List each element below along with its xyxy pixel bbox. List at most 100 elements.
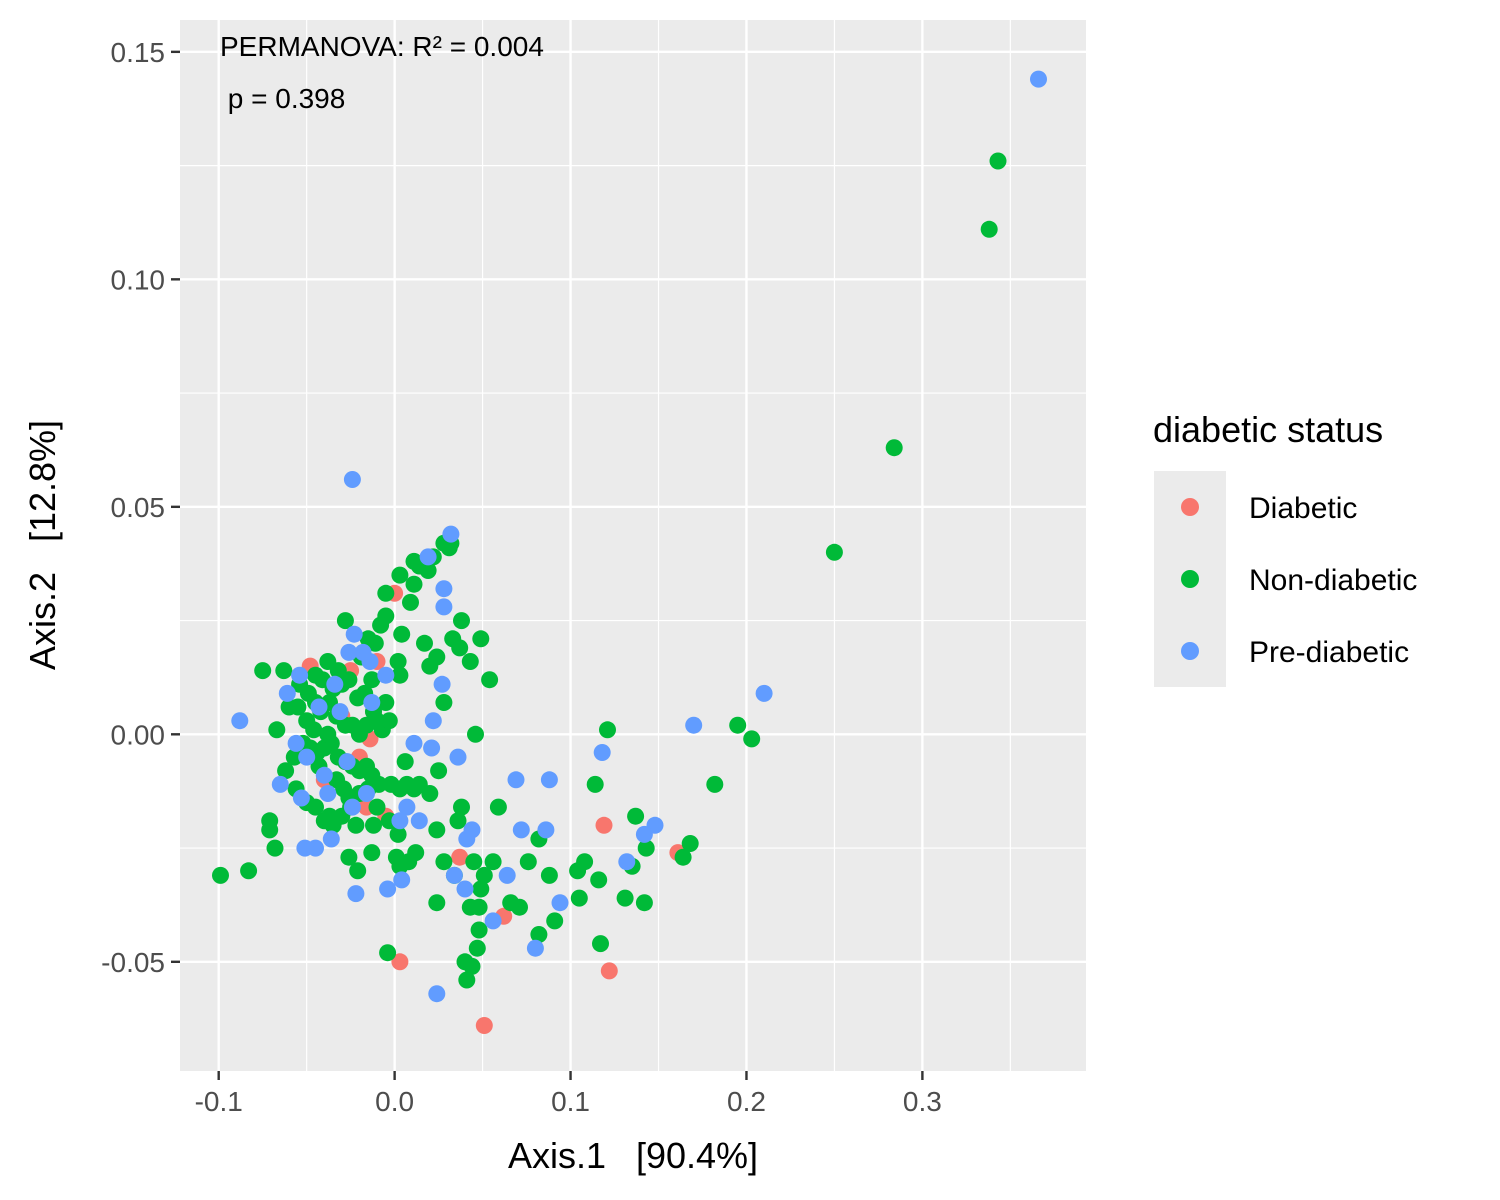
non-diabetic-point — [321, 807, 338, 825]
diabetic-point — [600, 962, 618, 980]
non-diabetic-point — [489, 798, 507, 816]
non-diabetic-point — [530, 926, 548, 943]
non-diabetic-point — [635, 894, 653, 912]
non-diabetic-point — [435, 694, 453, 711]
non-diabetic-point — [456, 953, 474, 971]
pre-diabetic-point — [310, 698, 328, 716]
non-diabetic-point — [475, 866, 493, 884]
non-diabetic-point — [616, 889, 634, 907]
non-diabetic-point — [377, 694, 395, 711]
non-diabetic-point — [743, 730, 761, 748]
non-diabetic-point — [335, 780, 353, 798]
x-tick-label: 0.3 — [903, 1086, 942, 1117]
non-diabetic-point — [989, 152, 1007, 170]
non-diabetic-point — [421, 657, 439, 675]
pre-diabetic-point — [456, 880, 474, 898]
non-diabetic-point — [546, 912, 564, 930]
non-diabetic-point — [405, 552, 423, 570]
diabetic-point — [451, 848, 469, 866]
non-diabetic-point — [365, 816, 382, 834]
non-diabetic-point — [435, 853, 453, 871]
pre-diabetic-point — [278, 684, 296, 702]
pre-diabetic-point — [358, 785, 375, 802]
pre-diabetic-point — [419, 548, 437, 566]
pre-diabetic-point — [405, 734, 423, 752]
non-diabetic-point — [212, 866, 229, 884]
non-diabetic-point — [419, 562, 437, 579]
legend-key-diabetic — [1181, 498, 1199, 516]
pre-diabetic-point — [296, 839, 314, 857]
legend-title: diabetic status — [1153, 409, 1383, 450]
data-points — [212, 70, 1047, 1034]
pre-diabetic-point — [484, 912, 502, 930]
non-diabetic-point — [481, 671, 499, 689]
pre-diabetic-point — [537, 821, 555, 839]
non-diabetic-point — [470, 921, 488, 939]
non-diabetic-point — [444, 630, 462, 648]
non-diabetic-point — [502, 894, 520, 912]
pre-diabetic-point — [442, 525, 460, 543]
pre-diabetic-point — [322, 830, 340, 848]
x-axis-title: Axis.1 [90.4%] — [508, 1135, 758, 1176]
pre-diabetic-point — [507, 771, 525, 789]
non-diabetic-point — [430, 762, 448, 780]
non-diabetic-point — [363, 844, 381, 862]
non-diabetic-point — [307, 798, 324, 816]
non-diabetic-point — [586, 775, 604, 793]
non-diabetic-point — [825, 543, 843, 561]
pre-diabetic-point — [458, 830, 476, 848]
pre-diabetic-point — [428, 985, 446, 1003]
pre-diabetic-point — [755, 684, 773, 702]
legend-label-non-diabetic: Non-diabetic — [1249, 564, 1417, 597]
pre-diabetic-point — [338, 753, 356, 771]
non-diabetic-point — [428, 821, 446, 839]
non-diabetic-point — [336, 612, 354, 630]
pre-diabetic-point — [343, 798, 361, 816]
non-diabetic-point — [305, 721, 323, 739]
non-diabetic-point — [706, 775, 724, 793]
non-diabetic-point — [627, 807, 645, 825]
pre-diabetic-point — [512, 821, 530, 839]
pre-diabetic-point — [449, 748, 467, 766]
pre-diabetic-point — [343, 471, 361, 488]
non-diabetic-point — [368, 712, 386, 730]
non-diabetic-point — [453, 612, 470, 630]
pre-diabetic-point — [291, 666, 309, 684]
legend-label-pre-diabetic: Pre-diabetic — [1249, 636, 1409, 669]
pre-diabetic-point — [433, 675, 451, 693]
non-diabetic-point — [416, 634, 433, 652]
y-axis-title: Axis.2 [12.8%] — [22, 420, 63, 670]
permanova-annotation: PERMANOVA: R² = 0.004 — [220, 31, 544, 62]
non-diabetic-point — [347, 816, 365, 834]
non-diabetic-point — [484, 853, 502, 871]
non-diabetic-point — [389, 653, 407, 670]
pre-diabetic-point — [424, 712, 442, 730]
pre-diabetic-point — [340, 643, 358, 661]
legend-label-diabetic: Diabetic — [1249, 492, 1357, 525]
non-diabetic-point — [465, 853, 483, 871]
pre-diabetic-point — [445, 866, 463, 884]
legend-key-non-diabetic — [1181, 570, 1199, 588]
non-diabetic-point — [729, 716, 747, 734]
pre-diabetic-point — [435, 598, 453, 616]
pre-diabetic-point — [593, 744, 611, 761]
non-diabetic-point — [329, 662, 347, 680]
pre-diabetic-point — [298, 748, 316, 766]
non-diabetic-point — [268, 721, 286, 739]
non-diabetic-point — [393, 625, 411, 643]
non-diabetic-point — [540, 866, 558, 884]
non-diabetic-point — [570, 889, 588, 907]
non-diabetic-point — [453, 798, 470, 816]
non-diabetic-point — [372, 616, 390, 634]
y-tick-label: 0.00 — [111, 719, 166, 750]
x-axis: -0.1 0.0 0.1 0.2 0.3 — [195, 1071, 942, 1117]
non-diabetic-point — [468, 939, 486, 957]
pre-diabetic-point — [618, 853, 636, 871]
y-axis: -0.05 0.00 0.05 0.10 0.15 — [101, 37, 180, 978]
non-diabetic-point — [449, 812, 467, 830]
pre-diabetic-point — [393, 871, 411, 889]
pre-diabetic-point — [315, 766, 333, 784]
pre-diabetic-point — [377, 666, 395, 684]
plot-panel — [180, 20, 1086, 1071]
x-tick-label: 0.1 — [551, 1086, 590, 1117]
